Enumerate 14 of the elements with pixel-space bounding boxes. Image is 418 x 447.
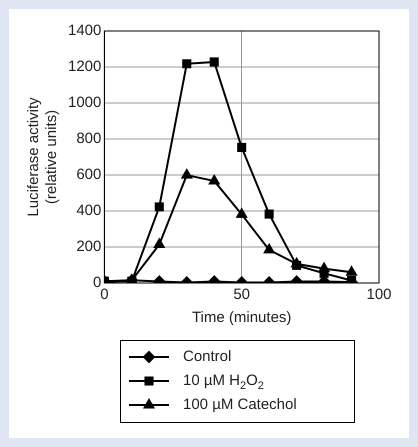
legend-label: 100 µM Catechol	[183, 396, 297, 414]
y-tick-label: 400	[76, 202, 102, 220]
x-tick-label: 100	[366, 286, 392, 304]
y-tick-label: 0	[93, 274, 102, 292]
y-tick-label: 1400	[68, 22, 102, 40]
y-tick-label: 1200	[68, 58, 102, 76]
x-tick-label: 50	[233, 286, 250, 304]
y-axis-title: Luciferase activity (relative units)	[25, 96, 60, 217]
x-axis-title: Time (minutes)	[192, 309, 292, 326]
y-tick-label: 200	[76, 238, 102, 256]
legend-label: Control	[183, 348, 232, 366]
y-tick-label: 800	[76, 130, 102, 148]
y-tick-label: 600	[76, 166, 102, 184]
y-tick-label: 1000	[68, 94, 102, 112]
